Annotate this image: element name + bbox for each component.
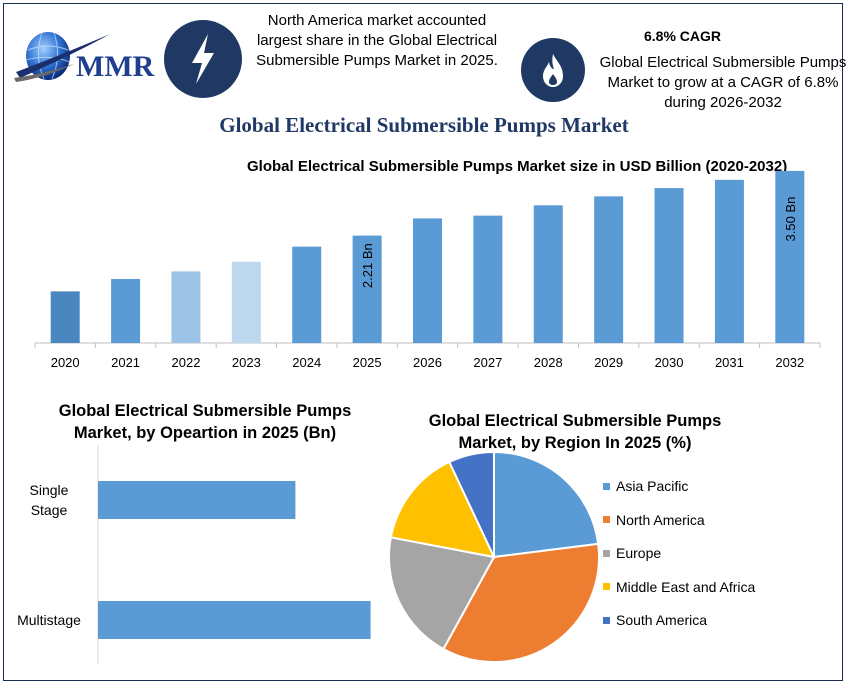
x-tick-label: 2024 <box>292 355 321 370</box>
market-size-bar-chart: 2020 2021 2022 2023 2024 2025 2.21 Bn 2026 2027 2… <box>34 170 821 370</box>
legend-item: North America <box>603 512 705 528</box>
main-title: Global Electrical Submersible Pumps Mark… <box>219 113 629 137</box>
legend-label: Asia Pacific <box>616 478 689 494</box>
legend-swatch <box>603 482 610 490</box>
lightning-bolt-icon <box>164 20 242 98</box>
x-tick-label: 2029 <box>594 355 623 370</box>
operation-label: Multistage <box>4 610 94 630</box>
bar-2031 <box>714 179 744 343</box>
bar-2029 <box>594 196 624 343</box>
legend-label: Middle East and Africa <box>616 578 756 595</box>
x-tick-label: 2026 <box>413 355 442 370</box>
legend-swatch <box>603 583 610 590</box>
bar-2030 <box>654 188 684 343</box>
flame-icon <box>521 38 585 102</box>
logo-text: MMR <box>76 50 155 83</box>
legend-item: Asia Pacific <box>603 478 688 494</box>
bar-2026 <box>413 218 442 343</box>
x-tick-label: 2030 <box>655 355 684 370</box>
operation-label-line: Multistage <box>17 612 81 628</box>
pie-slice-asia-pacific <box>493 450 600 559</box>
legend-swatch <box>603 516 610 523</box>
data-label-2025: 2.21 Bn <box>360 243 375 288</box>
bar-2028 <box>533 205 563 343</box>
pie-slice-middle-east-and-africa <box>389 460 496 559</box>
hbar-multistage <box>98 601 371 639</box>
north-america-note: North America market accounted largest s… <box>256 12 498 69</box>
bar-2022 <box>171 271 201 343</box>
legend-item: Europe <box>603 545 661 561</box>
bar-2021 <box>111 278 141 343</box>
x-tick-label: 2032 <box>775 355 804 370</box>
cagr-heading: 6.8% CAGR <box>644 28 722 44</box>
legend-swatch <box>603 616 610 624</box>
legend-label: Europe <box>616 545 662 561</box>
bar-2023 <box>231 261 261 343</box>
mmr-logo: MMR <box>14 32 155 83</box>
operation-label: Single Stage <box>4 480 94 520</box>
bar-2024 <box>292 246 322 343</box>
bar-2032 <box>775 170 805 343</box>
legend-item: Middle East and Africa <box>603 579 755 595</box>
pie-slice-north-america <box>442 542 600 663</box>
bar-2025 <box>352 235 382 343</box>
x-tick-label: 2021 <box>111 355 140 370</box>
x-tick-label: 2025 <box>353 355 382 370</box>
operation-label-line: Stage <box>30 502 68 518</box>
bar-2027 <box>473 215 503 343</box>
legend-item: South America <box>603 612 707 628</box>
data-label-2032: 3.50 Bn <box>783 197 798 242</box>
x-tick-label: 2031 <box>715 355 744 370</box>
pie-slice-europe <box>388 536 496 651</box>
x-tick-label: 2020 <box>51 355 80 370</box>
hbar-single-stage <box>98 481 296 519</box>
region-chart-title: Global Electrical Submersible Pumps Mark… <box>428 412 722 452</box>
pie-slice-south-america <box>447 450 495 558</box>
bar-2020 <box>50 291 80 343</box>
operation-label-line: Single <box>29 482 69 498</box>
infographic-frame <box>3 3 843 681</box>
x-tick-label: 2028 <box>534 355 563 370</box>
legend-swatch <box>603 549 610 557</box>
x-tick-label: 2027 <box>473 355 502 370</box>
x-tick-label: 2023 <box>232 355 261 370</box>
x-tick-label: 2022 <box>172 355 201 370</box>
legend-label: South America <box>616 612 708 628</box>
cagr-description: Global Electrical Submersible Pumps Mark… <box>599 54 847 111</box>
operation-chart-title: Global Electrical Submersible Pumps Mark… <box>58 402 352 442</box>
bar-chart-title: Global Electrical Submersible Pumps Mark… <box>247 158 788 175</box>
legend-label: North America <box>616 511 705 528</box>
